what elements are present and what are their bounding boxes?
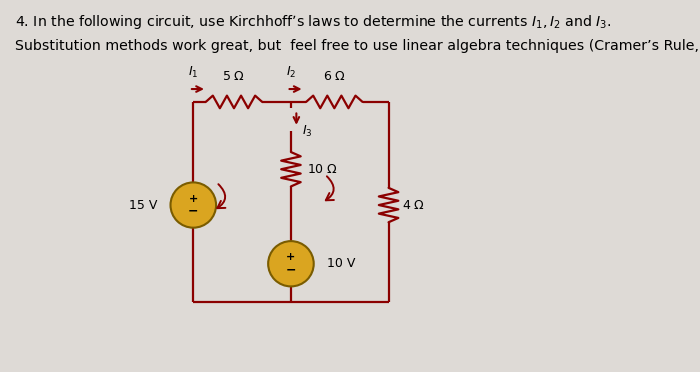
Ellipse shape xyxy=(268,241,314,286)
Text: Substitution methods work great, but  feel free to use linear algebra techniques: Substitution methods work great, but fee… xyxy=(15,39,700,53)
Text: 5 $\Omega$: 5 $\Omega$ xyxy=(223,70,246,83)
Text: 15 V: 15 V xyxy=(129,199,157,212)
Text: −: − xyxy=(286,264,296,277)
Text: +: + xyxy=(189,194,198,204)
FancyArrowPatch shape xyxy=(217,184,225,208)
Text: 10 $\Omega$: 10 $\Omega$ xyxy=(307,163,338,176)
Text: $I_2$: $I_2$ xyxy=(286,65,296,80)
Text: −: − xyxy=(188,205,199,218)
Text: +: + xyxy=(286,253,295,262)
Text: $I_1$: $I_1$ xyxy=(188,65,198,80)
Ellipse shape xyxy=(171,182,216,228)
Text: $I_3$: $I_3$ xyxy=(302,124,312,138)
Text: 6 $\Omega$: 6 $\Omega$ xyxy=(323,70,346,83)
Text: 4. In the following circuit, use Kirchhoff’s laws to determine the currents $I_1: 4. In the following circuit, use Kirchho… xyxy=(15,13,612,31)
Text: 4 $\Omega$: 4 $\Omega$ xyxy=(402,199,425,212)
FancyArrowPatch shape xyxy=(326,176,334,200)
Text: 10 V: 10 V xyxy=(328,257,356,270)
